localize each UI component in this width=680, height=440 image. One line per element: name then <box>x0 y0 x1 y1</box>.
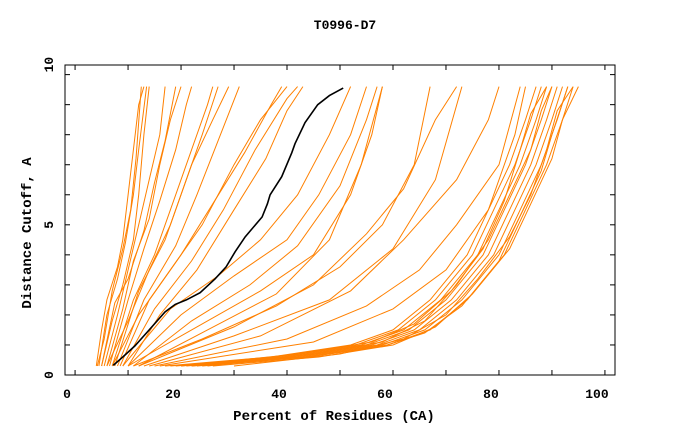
x-tick-label: 0 <box>63 387 71 402</box>
model-curve-36 <box>212 86 579 367</box>
y-tick-label: 10 <box>42 57 57 73</box>
model-curve-4 <box>103 86 166 367</box>
model-curve-5 <box>106 86 182 367</box>
y-axis-label: Distance Cutoff, A <box>20 157 36 309</box>
chart-title: T0996-D7 <box>314 18 376 33</box>
y-tick-label: 0 <box>42 371 57 379</box>
model-curve-7 <box>111 86 214 367</box>
model-curve-19 <box>133 86 378 367</box>
model-curve-9 <box>106 86 230 367</box>
model-curve-16 <box>101 86 177 367</box>
model-curve-40 <box>233 86 574 367</box>
model-curve-20 <box>127 86 383 367</box>
x-tick-label: 60 <box>377 387 393 402</box>
model-curve-26 <box>159 86 526 367</box>
model-curve-15 <box>96 86 142 367</box>
model-curve-38 <box>207 86 553 367</box>
axes-layer: 0 20 40 60 80 100 0 5 10 <box>42 57 616 402</box>
model-curve-39 <box>191 86 569 367</box>
model-curve-6 <box>109 86 193 367</box>
model-curve-33 <box>191 86 563 367</box>
model-curve-23 <box>138 86 458 367</box>
model-curve-2 <box>98 86 148 367</box>
model-curve-32 <box>186 86 558 367</box>
model-curve-24 <box>143 86 463 367</box>
y-tick-label: 5 <box>42 221 57 229</box>
model-curve-25 <box>154 86 521 367</box>
model-curve-28 <box>165 86 537 367</box>
x-tick-label: 40 <box>271 387 287 402</box>
model-curve-34 <box>196 86 569 367</box>
model-curve-21 <box>138 86 383 367</box>
model-curve-14 <box>127 86 304 367</box>
model-curve-13 <box>111 86 288 367</box>
x-tick-label: 20 <box>165 387 181 402</box>
model-curve-1 <box>95 86 145 367</box>
highlighted-model-curve <box>112 87 344 367</box>
x-tick-label: 80 <box>483 387 499 402</box>
model-curve-18 <box>127 86 367 367</box>
model-curve-3 <box>101 86 150 367</box>
x-axis-label: Percent of Residues (CA) <box>233 409 435 425</box>
model-curve-27 <box>149 86 500 367</box>
model-curve-22 <box>133 86 431 367</box>
series-layer <box>95 86 579 367</box>
model-curve-12 <box>122 86 298 367</box>
model-curve-10 <box>117 86 240 367</box>
x-tick-label: 100 <box>585 387 609 402</box>
model-curve-30 <box>175 86 548 367</box>
model-curve-31 <box>180 86 553 367</box>
